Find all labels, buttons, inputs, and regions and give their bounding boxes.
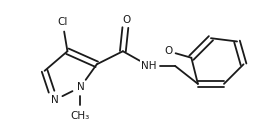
- Text: CH₃: CH₃: [71, 111, 90, 122]
- Text: O: O: [164, 46, 173, 56]
- Text: N: N: [77, 82, 84, 92]
- Text: Cl: Cl: [57, 17, 68, 27]
- Text: O: O: [122, 15, 130, 25]
- Text: N: N: [50, 95, 58, 105]
- Text: NH: NH: [141, 61, 157, 71]
